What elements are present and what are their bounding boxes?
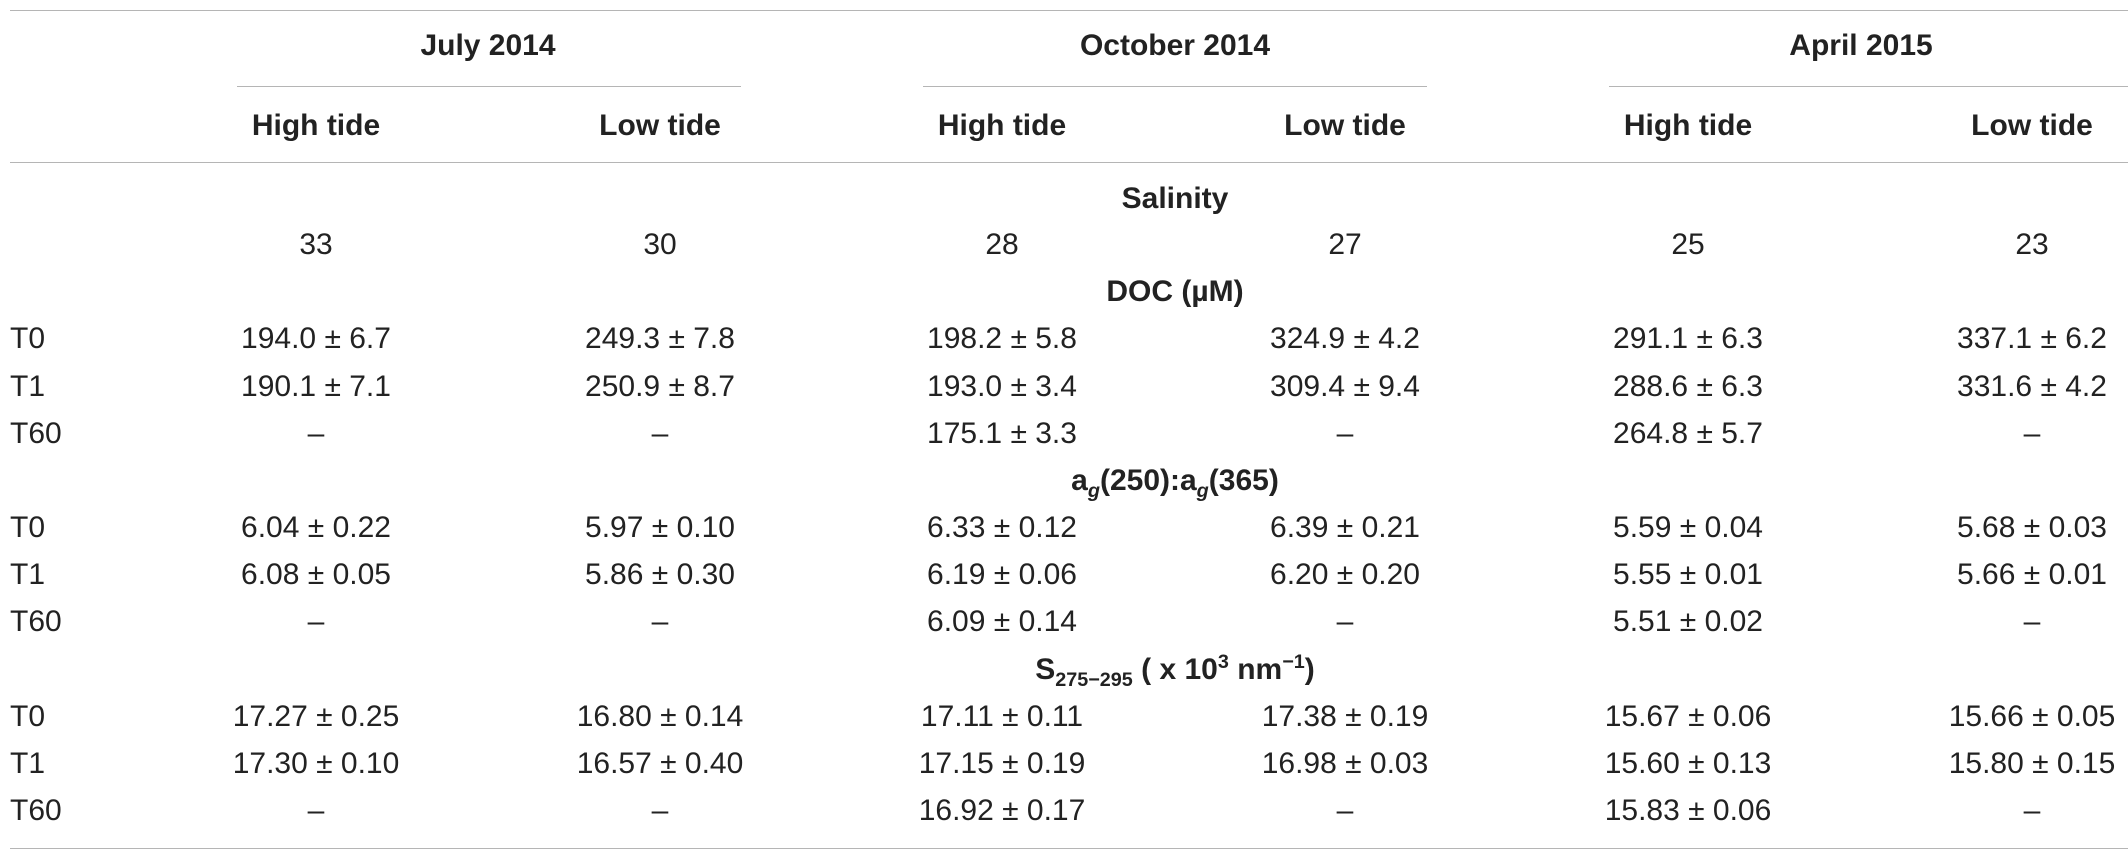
row-label: T0 — [10, 322, 46, 355]
tide-header: High tide — [251, 109, 381, 142]
table-cell: 337.1 ± 6.2 — [1957, 322, 2107, 355]
table-cell: 15.67 ± 0.06 — [1604, 700, 1772, 733]
row-label: T0 — [10, 700, 46, 733]
section-title-salinity: Salinity — [1121, 182, 1229, 215]
row-label: T1 — [10, 558, 46, 591]
table-cell: 23 — [2015, 228, 2049, 261]
table-cell: 25 — [1671, 228, 1705, 261]
table-cell: 291.1 ± 6.3 — [1613, 322, 1763, 355]
section-title-absorption-ratio: ag(250):ag(365) — [1071, 464, 1279, 502]
table-cell: 6.08 ± 0.05 — [241, 558, 391, 591]
table-cell: 6.20 ± 0.20 — [1270, 558, 1420, 591]
table-cell: – — [1336, 417, 1354, 450]
table-cell: 5.59 ± 0.04 — [1613, 511, 1763, 544]
table-cell: 194.0 ± 6.7 — [241, 322, 391, 355]
table-cell: 16.57 ± 0.40 — [576, 747, 744, 780]
table-cell: – — [2023, 794, 2041, 827]
table-cell: 16.92 ± 0.17 — [918, 794, 1086, 827]
table-cell: 264.8 ± 5.7 — [1613, 417, 1763, 450]
table-cell: – — [307, 794, 325, 827]
table-cell: 190.1 ± 7.1 — [241, 370, 391, 403]
table-cell: 193.0 ± 3.4 — [927, 370, 1077, 403]
table-cell: 324.9 ± 4.2 — [1270, 322, 1420, 355]
row-label: T60 — [10, 605, 62, 638]
tide-header: High tide — [937, 109, 1067, 142]
table-cell: – — [2023, 417, 2041, 450]
period-underline-october-2014 — [923, 86, 1427, 87]
section-title-doc: DOC (µM) — [1106, 275, 1244, 308]
table-cell: 309.4 ± 9.4 — [1270, 370, 1420, 403]
table-bottom-rule — [10, 848, 2128, 849]
table-cell: 6.09 ± 0.14 — [927, 605, 1077, 638]
table-cell: 15.80 ± 0.15 — [1948, 747, 2116, 780]
table-cell: 5.97 ± 0.10 — [585, 511, 735, 544]
table-cell: 5.55 ± 0.01 — [1613, 558, 1763, 591]
table-cell: – — [2023, 605, 2041, 638]
table-cell: 17.11 ± 0.11 — [920, 700, 1084, 733]
table-cell: 6.19 ± 0.06 — [927, 558, 1077, 591]
table-cell: 6.04 ± 0.22 — [241, 511, 391, 544]
table-cell: 5.68 ± 0.03 — [1957, 511, 2107, 544]
table-cell: 198.2 ± 5.8 — [927, 322, 1077, 355]
table-cell: 16.98 ± 0.03 — [1261, 747, 1429, 780]
table-cell: 16.80 ± 0.14 — [576, 700, 744, 733]
table-cell: 15.83 ± 0.06 — [1604, 794, 1772, 827]
table-cell: 30 — [643, 228, 677, 261]
table-cell: 175.1 ± 3.3 — [927, 417, 1077, 450]
table-cell: 5.66 ± 0.01 — [1957, 558, 2107, 591]
tide-header: High tide — [1623, 109, 1753, 142]
table-cell: – — [307, 605, 325, 638]
table-cell: 17.15 ± 0.19 — [918, 747, 1086, 780]
header-bottom-rule — [10, 162, 2128, 163]
period-header: October 2014 — [1079, 29, 1271, 62]
table-cell: 17.30 ± 0.10 — [232, 747, 400, 780]
table-cell: 17.27 ± 0.25 — [232, 700, 400, 733]
row-label: T1 — [10, 370, 46, 403]
table-cell: 331.6 ± 4.2 — [1957, 370, 2107, 403]
period-underline-april-2015 — [1609, 86, 2128, 87]
table-cell: 5.51 ± 0.02 — [1613, 605, 1763, 638]
row-label: T60 — [10, 417, 62, 450]
table-cell: – — [1336, 605, 1354, 638]
table-cell: 6.39 ± 0.21 — [1270, 511, 1420, 544]
table-cell: 28 — [985, 228, 1019, 261]
table-cell: 288.6 ± 6.3 — [1613, 370, 1763, 403]
row-label: T60 — [10, 794, 62, 827]
table-cell: 6.33 ± 0.12 — [927, 511, 1077, 544]
row-label: T0 — [10, 511, 46, 544]
section-title-spectral-slope: S275−295 ( x 103 nm−1) — [1035, 651, 1315, 691]
table-cell: – — [651, 794, 669, 827]
table-cell: – — [1336, 794, 1354, 827]
table-cell: 250.9 ± 8.7 — [585, 370, 735, 403]
table-cell: 33 — [299, 228, 333, 261]
tide-header: Low tide — [599, 109, 721, 142]
row-label: T1 — [10, 747, 46, 780]
table-cell: 17.38 ± 0.19 — [1261, 700, 1429, 733]
table-cell: 27 — [1328, 228, 1362, 261]
period-underline-july-2014 — [237, 86, 741, 87]
tide-header: Low tide — [1284, 109, 1406, 142]
table-cell: – — [307, 417, 325, 450]
table-top-rule — [10, 10, 2128, 11]
table-cell: 5.86 ± 0.30 — [585, 558, 735, 591]
table-cell: – — [651, 417, 669, 450]
table-cell: 15.66 ± 0.05 — [1948, 700, 2116, 733]
period-header: July 2014 — [420, 29, 556, 62]
tide-header: Low tide — [1971, 109, 2093, 142]
period-header: April 2015 — [1789, 29, 1933, 62]
table-cell: 249.3 ± 7.8 — [585, 322, 735, 355]
table-cell: – — [651, 605, 669, 638]
table-cell: 15.60 ± 0.13 — [1604, 747, 1772, 780]
